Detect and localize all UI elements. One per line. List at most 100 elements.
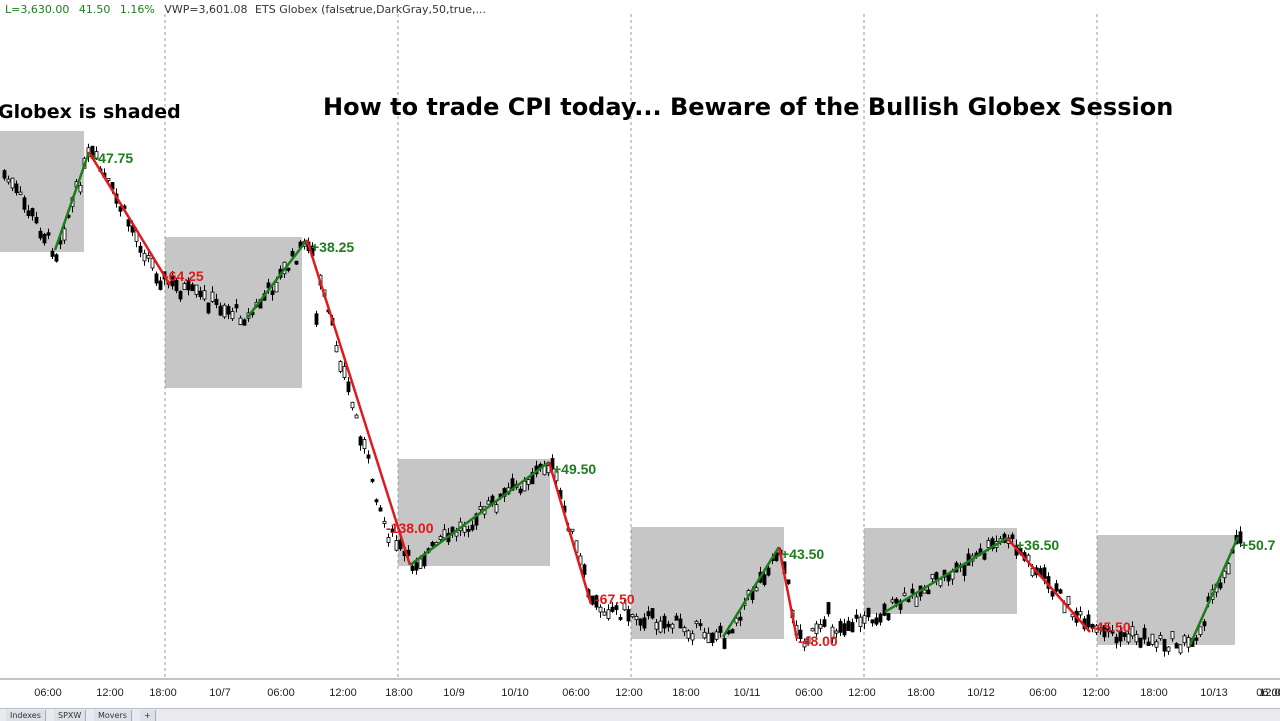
candle-body	[362, 439, 367, 450]
tab-indexes[interactable]: Indexes	[6, 710, 46, 721]
candle-body	[830, 626, 835, 640]
candle-body	[190, 284, 195, 292]
candle-body	[14, 183, 19, 194]
candle-body	[1110, 630, 1115, 634]
candle-body	[910, 588, 915, 594]
candle-body	[842, 623, 847, 636]
candle-body	[1162, 638, 1167, 652]
x-tick-label: 12:00	[96, 687, 124, 699]
candle-body	[1198, 626, 1203, 635]
move-label: -45.50	[1091, 619, 1131, 635]
candle-body	[238, 317, 243, 326]
swing-leg-down	[547, 461, 593, 605]
x-tick-label: 06:00	[562, 687, 590, 699]
tab-spxw[interactable]: SPXW	[54, 710, 87, 721]
candle-body	[638, 618, 643, 626]
x-tick-label: 06:00	[795, 687, 823, 699]
x-tick-label: 12:00	[1082, 687, 1110, 699]
candle-body	[926, 589, 931, 595]
candle-body	[1218, 582, 1223, 589]
candle-body	[138, 245, 143, 253]
candle-body	[442, 529, 447, 539]
candle-body	[414, 562, 419, 571]
chart-title: How to trade CPI today... Beware of the …	[323, 93, 1174, 121]
vwap-readout: VWP=3,601.08	[164, 3, 248, 16]
swing-legs-layer: +47.75 -64.25 +38.25 -138.00 +49.50 -67.50 +43…	[53, 150, 1276, 649]
candle-body	[1106, 628, 1111, 633]
x-tick-label: 10/11	[734, 687, 761, 699]
candle-body	[1118, 630, 1123, 642]
candle-body	[210, 291, 215, 302]
candle-body	[398, 539, 403, 550]
candle-body	[802, 641, 807, 648]
candle-body	[1150, 633, 1155, 645]
swing-leg-up	[53, 151, 91, 251]
candle-body	[1130, 626, 1135, 637]
candle-body	[690, 633, 695, 641]
swing-leg-up	[721, 546, 781, 638]
candle-body	[866, 607, 871, 618]
candle-body	[674, 615, 679, 621]
candle-body	[174, 279, 179, 292]
candle-body	[582, 564, 587, 575]
candle-body	[366, 454, 371, 459]
candle-body	[934, 572, 939, 580]
sheet-tabs: Indexes SPXW Movers +	[0, 708, 1280, 721]
candle-body	[1122, 632, 1127, 638]
candle-body	[1170, 630, 1175, 640]
candle-body	[1010, 534, 1015, 539]
candle-body	[826, 602, 831, 615]
candle-body	[370, 478, 375, 482]
candle-body	[634, 616, 639, 621]
candle-body	[470, 524, 475, 531]
swing-leg-up	[1188, 536, 1240, 646]
candle-body	[314, 313, 319, 325]
candle-body	[170, 276, 175, 287]
candle-body	[274, 282, 279, 293]
candle-body	[2, 170, 7, 179]
price-change: 41.50	[78, 3, 111, 16]
candle-body	[382, 520, 387, 525]
x-tick-label: 06:00	[34, 687, 62, 699]
candle-body	[730, 629, 735, 634]
candle-body	[494, 504, 499, 513]
candle-body	[902, 592, 907, 597]
swing-leg-down	[1006, 537, 1091, 633]
candle-body	[678, 618, 683, 629]
candle-body	[718, 625, 723, 633]
swing-leg-up	[884, 536, 1008, 614]
candle-body	[206, 302, 211, 314]
candle-body	[230, 310, 235, 320]
candle-body	[1134, 634, 1139, 643]
candle-body	[818, 624, 823, 629]
tab-add[interactable]: +	[140, 710, 156, 721]
candle-body	[486, 500, 491, 505]
candle-body	[1114, 636, 1119, 644]
candle-body	[1142, 627, 1147, 640]
candle-body	[1086, 614, 1091, 628]
candle-body	[630, 614, 635, 618]
x-tick-label: 10/9	[443, 687, 464, 699]
x-tick-label: 12:00	[329, 687, 357, 699]
move-label: +36.50	[1016, 537, 1059, 553]
candle-body	[882, 603, 887, 616]
candle-body	[986, 540, 991, 548]
candle-body	[626, 609, 631, 622]
candle-body	[554, 470, 559, 482]
candle-body	[890, 599, 895, 603]
candle-body	[350, 401, 355, 409]
candle-body	[698, 623, 703, 627]
candle-body	[834, 630, 839, 634]
candle-body	[710, 632, 715, 643]
x-tick-label: 06:00	[1256, 687, 1280, 699]
tab-movers[interactable]: Movers	[94, 710, 132, 721]
candle-body	[662, 615, 667, 629]
candles-layer	[2, 143, 1243, 657]
x-tick-label: 12:0	[1259, 687, 1280, 699]
candle-body	[390, 528, 395, 533]
candle-body	[1146, 641, 1151, 646]
candle-body	[478, 506, 483, 511]
swing-leg-up	[409, 460, 550, 567]
candle-body	[62, 228, 67, 241]
